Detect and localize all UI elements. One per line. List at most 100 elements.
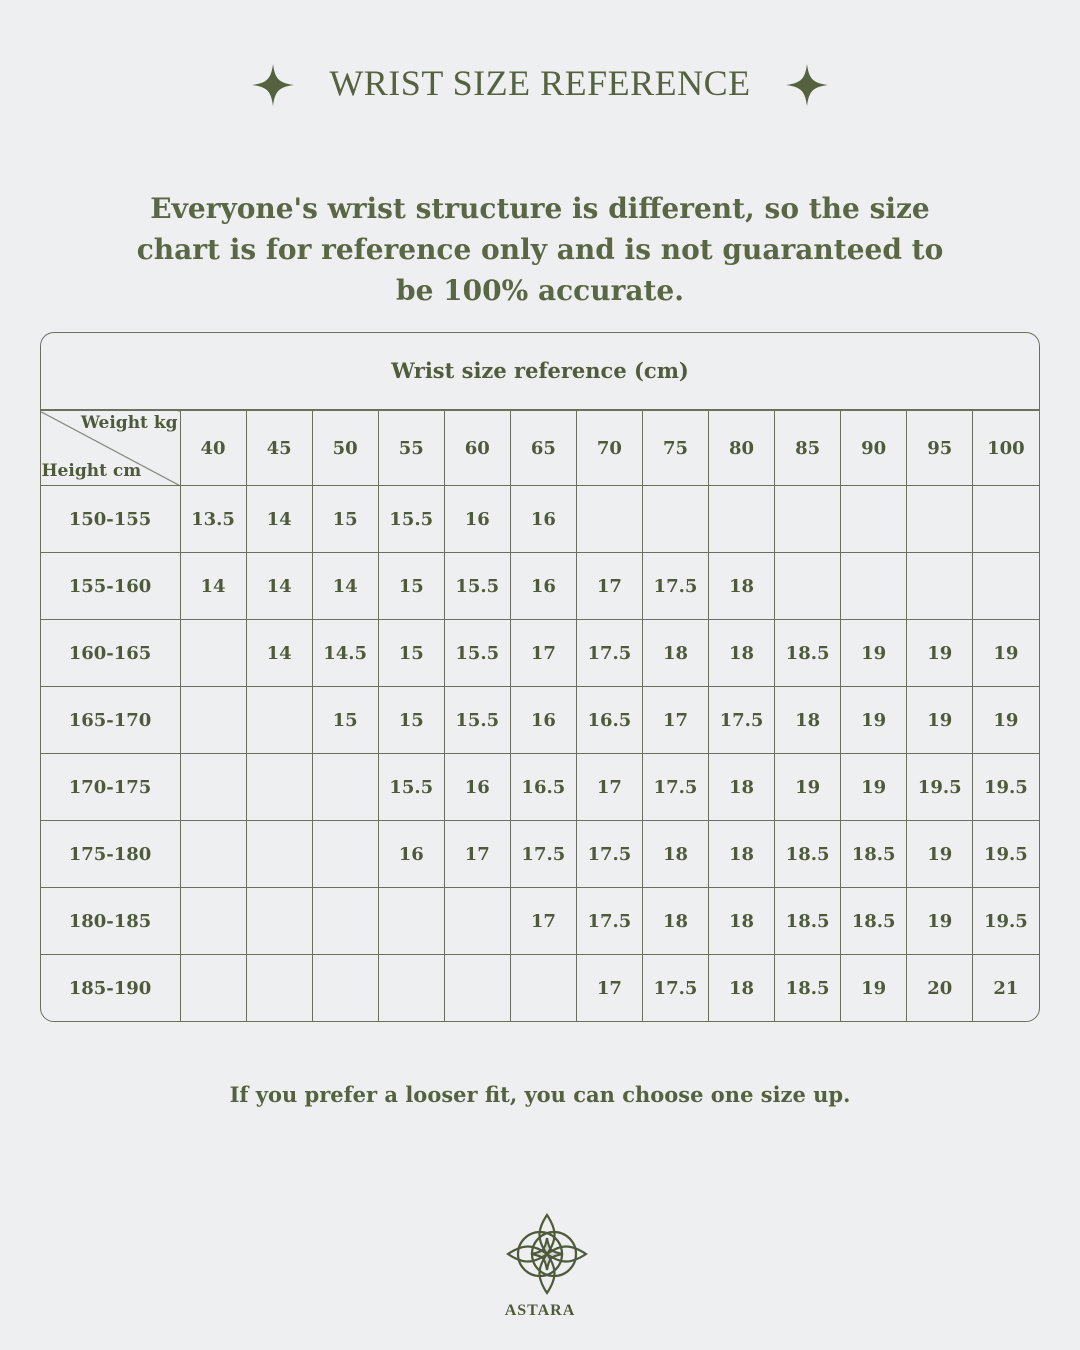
wrist-size-cell: 18: [774, 686, 842, 754]
wrist-size-cell: 14: [245, 619, 313, 687]
wrist-size-cell: 17.5: [641, 552, 710, 620]
wrist-size-cell: 18.5: [774, 954, 842, 1021]
wrist-size-cell: 19: [840, 753, 908, 821]
size-chart-table: Wrist size reference (cm) Weight kg Heig…: [40, 332, 1040, 1022]
weight-header-55: 55: [377, 410, 445, 486]
wrist-size-cell: [311, 887, 379, 955]
wrist-size-cell: 19: [972, 619, 1039, 687]
wrist-size-cell: [179, 753, 247, 821]
wrist-size-cell: 15: [311, 686, 379, 754]
wrist-size-cell: [377, 954, 445, 1021]
wrist-size-cell: 17.5: [707, 686, 776, 754]
wrist-size-cell: 19.5: [972, 820, 1039, 888]
wrist-size-cell: 15.5: [443, 686, 511, 754]
wrist-size-cell: 16: [443, 753, 511, 821]
wrist-size-cell: 19.5: [972, 887, 1039, 955]
table-row: 165-170 15 15 15.5 16 16.5 17 17.5 18 19 19 19: [41, 686, 1039, 754]
wrist-size-cell: [179, 686, 247, 754]
wrist-size-cell: 14.5: [311, 619, 379, 687]
table-title: Wrist size reference (cm): [41, 333, 1039, 410]
compass-star-logo-icon: [506, 1213, 588, 1295]
weight-header-70: 70: [575, 410, 643, 486]
wrist-size-cell: 19: [774, 753, 842, 821]
wrist-size-cell: 18: [707, 619, 776, 687]
wrist-size-cell: 18: [707, 552, 776, 620]
wrist-size-cell: [179, 954, 247, 1021]
weight-header-45: 45: [245, 410, 313, 486]
wrist-size-cell: 18.5: [774, 820, 842, 888]
wrist-size-cell: [707, 485, 776, 553]
height-label: 150-155: [41, 485, 181, 553]
wrist-size-cell: 15: [377, 619, 445, 687]
wrist-size-cell: 18: [641, 820, 710, 888]
wrist-size-cell: 19.5: [972, 753, 1039, 821]
wrist-size-cell: [906, 485, 974, 553]
wrist-size-cell: 18: [707, 954, 776, 1021]
weight-header-60: 60: [443, 410, 511, 486]
wrist-size-cell: 16: [377, 820, 445, 888]
wrist-size-cell: [840, 552, 908, 620]
wrist-size-cell: 19: [840, 619, 908, 687]
wrist-size-cell: [245, 686, 313, 754]
wrist-size-cell: 17.5: [575, 619, 643, 687]
table-row: 150-155 13.5 14 15 15.5 16 16: [41, 485, 1039, 553]
wrist-size-cell: 14: [179, 552, 247, 620]
fit-note: If you prefer a looser fit, you can choo…: [229, 1082, 851, 1107]
wrist-size-cell: 19.5: [906, 753, 974, 821]
wrist-size-cell: 19: [906, 820, 974, 888]
wrist-size-cell: 19: [972, 686, 1039, 754]
wrist-size-cell: 18: [707, 753, 776, 821]
weight-header-65: 65: [509, 410, 577, 486]
weight-header-40: 40: [179, 410, 247, 486]
height-label: 160-165: [41, 619, 181, 687]
wrist-size-cell: [641, 485, 710, 553]
height-label: 180-185: [41, 887, 181, 955]
weight-header-90: 90: [840, 410, 908, 486]
brand-name: ASTARA: [504, 1302, 576, 1319]
disclaimer-text: Everyone's wrist structure is different,…: [136, 192, 944, 307]
wrist-size-cell: 19: [906, 887, 974, 955]
wrist-size-cell: [245, 820, 313, 888]
wrist-size-cell: 15.5: [443, 619, 511, 687]
wrist-size-cell: 17: [509, 887, 577, 955]
wrist-size-cell: 18: [707, 887, 776, 955]
wrist-size-cell: [245, 954, 313, 1021]
wrist-size-cell: 16: [509, 485, 577, 553]
header-row: Weight kg Height cm 40 45 50 55 60 65 70 75 80 85…: [41, 410, 1039, 486]
wrist-size-cell: 18.5: [774, 619, 842, 687]
wrist-size-cell: 18.5: [840, 887, 908, 955]
wrist-size-cell: 17.5: [575, 820, 643, 888]
wrist-size-cell: 15: [377, 552, 445, 620]
wrist-size-cell: [774, 552, 842, 620]
height-label: 170-175: [41, 753, 181, 821]
sparkle-star-icon: [786, 64, 828, 106]
wrist-size-cell: 15: [377, 686, 445, 754]
page-title: WRIST SIZE REFERENCE: [329, 63, 751, 103]
wrist-size-cell: [972, 485, 1039, 553]
wrist-size-cell: 14: [245, 552, 313, 620]
wrist-size-cell: [840, 485, 908, 553]
wrist-size-cell: 15.5: [443, 552, 511, 620]
height-label: 165-170: [41, 686, 181, 754]
wrist-size-cell: [443, 954, 511, 1021]
wrist-size-cell: [443, 887, 511, 955]
wrist-size-cell: 17: [509, 619, 577, 687]
wrist-size-cell: 18: [641, 619, 710, 687]
height-label: 175-180: [41, 820, 181, 888]
wrist-size-cell: [575, 485, 643, 553]
sparkle-star-icon: [252, 64, 294, 106]
wrist-size-cell: [179, 820, 247, 888]
wrist-size-cell: 20: [906, 954, 974, 1021]
wrist-size-cell: 19: [906, 619, 974, 687]
wrist-size-cell: 16.5: [509, 753, 577, 821]
wrist-size-cell: 17: [641, 686, 710, 754]
wrist-size-cell: 19: [840, 954, 908, 1021]
wrist-size-cell: 17.5: [641, 954, 710, 1021]
weight-header-95: 95: [906, 410, 974, 486]
wrist-size-cell: 19: [840, 686, 908, 754]
wrist-size-cell: 17: [443, 820, 511, 888]
wrist-size-cell: [509, 954, 577, 1021]
weight-header-50: 50: [311, 410, 379, 486]
table-row: 170-175 15.5 16 16.5 17 17.5 18 19 19 19.5 19.5: [41, 753, 1039, 821]
wrist-size-cell: 15: [311, 485, 379, 553]
